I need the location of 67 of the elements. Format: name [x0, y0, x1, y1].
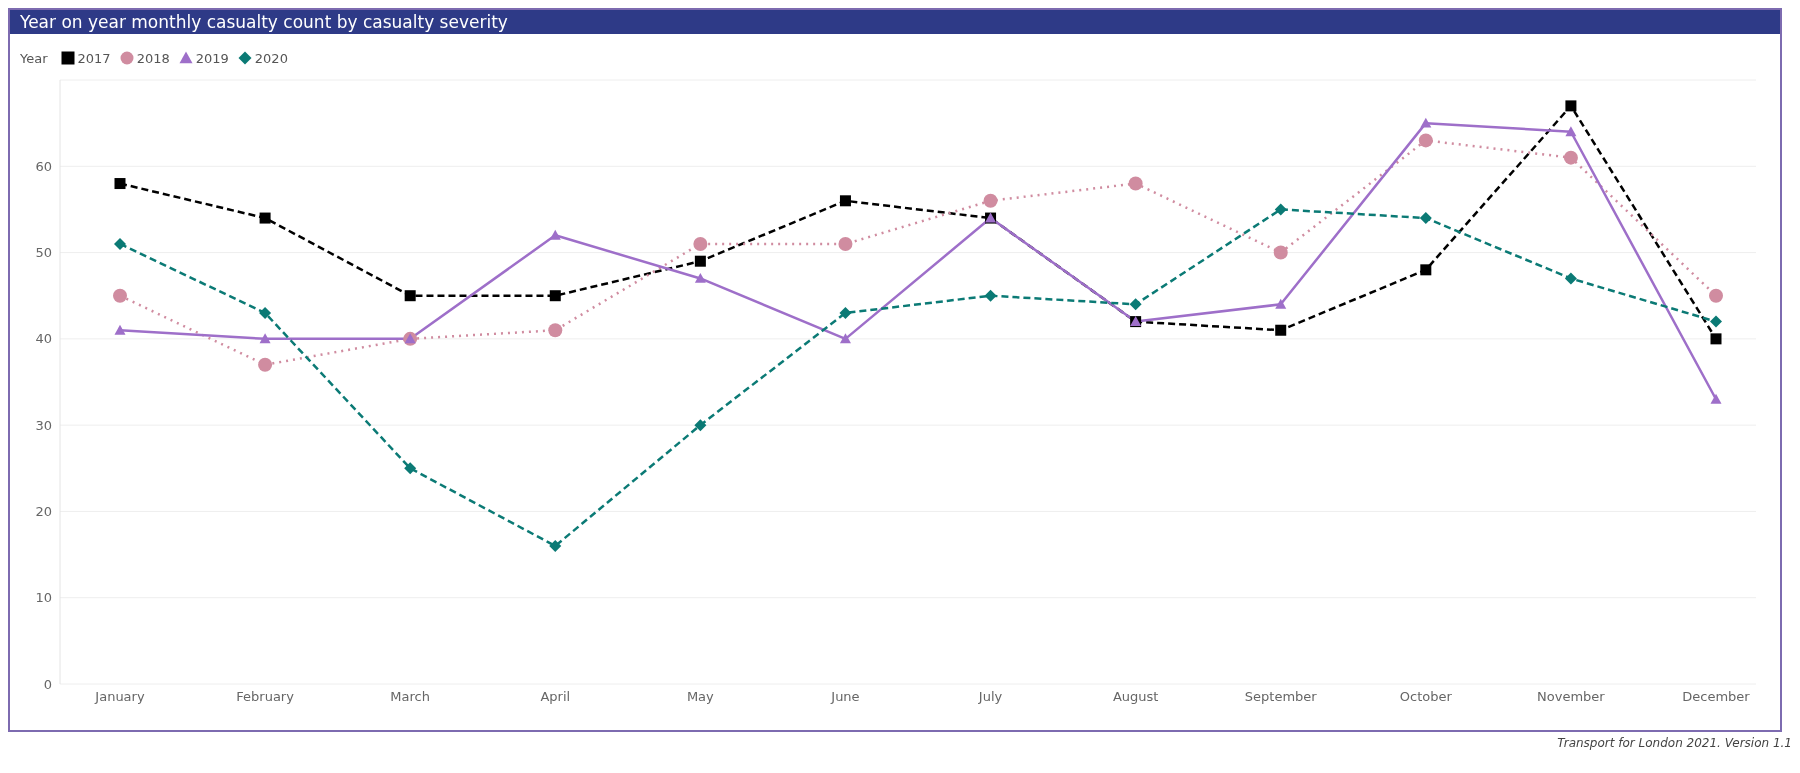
point: [404, 462, 417, 475]
x-tick-label: November: [1537, 689, 1606, 705]
legend-label: 2017: [77, 50, 111, 66]
point: [694, 419, 707, 432]
point: [839, 195, 851, 207]
point: [1420, 117, 1432, 128]
point: [1565, 126, 1577, 137]
x-tick-label: October: [1399, 689, 1453, 705]
x-tick-label: August: [1112, 689, 1159, 705]
y-tick-label: 10: [35, 590, 52, 606]
point: [983, 193, 998, 208]
point: [1418, 133, 1433, 148]
point: [839, 306, 852, 319]
point: [1710, 333, 1722, 345]
legend-label: 2019: [195, 50, 229, 66]
y-tick-label: 30: [35, 417, 52, 433]
point: [259, 212, 271, 224]
x-tick-label: April: [540, 689, 571, 705]
point: [1128, 176, 1143, 191]
y-tick-label: 60: [35, 158, 52, 174]
point: [984, 289, 997, 302]
point: [114, 237, 126, 250]
text: Transport for London 2021. Version 1.1: [1556, 735, 1792, 750]
point: [548, 323, 563, 338]
x-tick-label: June: [830, 689, 860, 705]
point: [549, 290, 561, 302]
point: [1709, 288, 1723, 303]
y-tick-label: 20: [35, 504, 52, 520]
point: [549, 539, 562, 552]
point: [113, 288, 127, 303]
y-tick-label: 0: [43, 676, 52, 692]
point: [114, 178, 126, 190]
point: [1419, 212, 1432, 225]
point: [258, 357, 273, 372]
point: [838, 236, 853, 251]
point: [1275, 298, 1287, 309]
point: [694, 272, 706, 283]
point: [1710, 393, 1722, 404]
x-tick-label: September: [1244, 689, 1318, 705]
point: [693, 236, 708, 251]
point: [1275, 324, 1287, 336]
y-tick-label: 40: [35, 331, 52, 347]
chart-title: Year on year monthly casualty count by casualty severity: [10, 10, 1780, 34]
point: [1710, 315, 1722, 328]
point: [694, 255, 706, 267]
point: [1565, 100, 1577, 112]
x-tick-label: July: [977, 689, 1003, 705]
x-tick-label: December: [1682, 689, 1751, 705]
point: [1274, 203, 1287, 216]
point: [404, 290, 416, 302]
legend-label: 2018: [136, 50, 170, 66]
point: [1420, 264, 1432, 276]
x-tick-label: May: [686, 689, 715, 705]
legend-label: 2020: [254, 50, 288, 66]
point: [839, 333, 851, 344]
point: [1564, 272, 1577, 285]
x-tick-label: February: [236, 689, 295, 705]
point: [259, 333, 271, 344]
point: [1273, 245, 1288, 260]
y-tick-label: 50: [35, 245, 52, 261]
point: [1129, 298, 1142, 311]
legend-title: Year: [20, 50, 48, 66]
point: [259, 306, 272, 319]
point: [1563, 150, 1578, 165]
point: [114, 324, 126, 335]
x-tick-label: January: [94, 689, 145, 705]
x-tick-label: March: [390, 689, 430, 705]
